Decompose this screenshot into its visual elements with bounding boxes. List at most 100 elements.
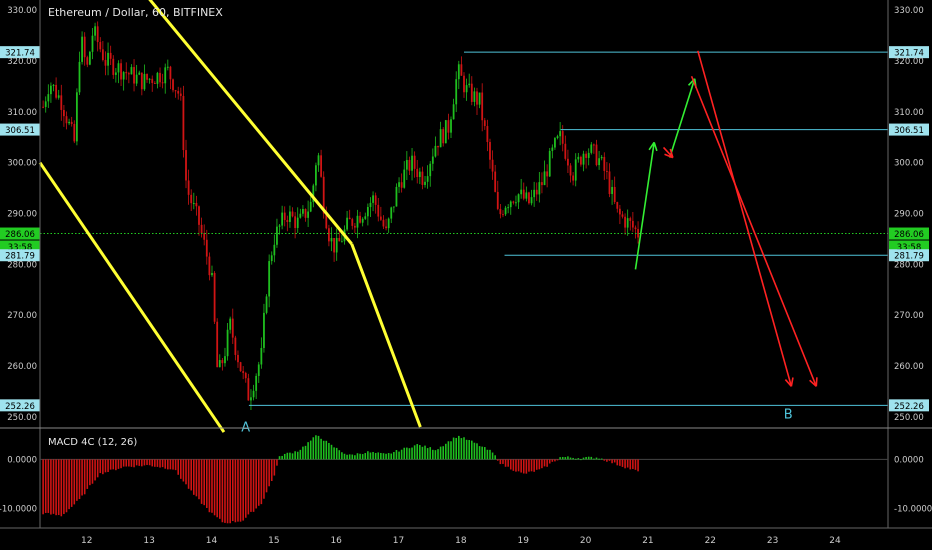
candle-body — [481, 92, 484, 121]
candle-body — [229, 318, 232, 330]
candle-body — [101, 49, 104, 60]
candle-body — [444, 120, 447, 144]
macd-bar — [330, 444, 333, 460]
macd-bar — [390, 453, 393, 460]
macd-bar — [164, 459, 167, 469]
level-tag — [889, 123, 929, 136]
candle-body — [257, 364, 260, 376]
candle-body — [585, 153, 588, 158]
macd-bar — [445, 443, 447, 460]
macd-bar — [598, 458, 600, 460]
x-tick-label: 20 — [580, 536, 592, 546]
candle-body — [411, 155, 413, 171]
candle-body — [296, 217, 299, 228]
macd-bar — [128, 459, 130, 467]
macd-bar — [50, 459, 52, 515]
candle-body — [315, 165, 317, 186]
candle-body — [377, 204, 380, 217]
candles — [42, 21, 639, 410]
candle-body — [140, 72, 143, 90]
macd-bar — [317, 435, 320, 460]
candle-body — [65, 116, 68, 124]
y-tick-label-right: 280.00 — [894, 260, 924, 270]
macd-bar — [148, 459, 151, 466]
macd-bar — [564, 457, 567, 460]
macd-bar — [86, 459, 89, 489]
level-tag — [0, 249, 40, 262]
macd-bar — [213, 459, 216, 516]
candle-body — [187, 180, 190, 195]
level-label: 281.79 — [894, 252, 924, 262]
macd-bar — [252, 459, 255, 512]
candle-body — [468, 83, 471, 86]
macd-bar — [372, 452, 374, 460]
candle-body — [159, 72, 161, 83]
candle-body — [164, 67, 167, 84]
forecast-arrow-head — [669, 148, 674, 158]
macd-bar — [496, 459, 499, 461]
candle-body — [507, 207, 510, 209]
macd-bar — [354, 455, 356, 460]
macd-bar — [585, 456, 587, 460]
y-tick-label-left: 250.00 — [7, 413, 37, 423]
candle-body — [372, 195, 374, 203]
candle-body — [127, 73, 130, 75]
candle-body — [473, 91, 476, 102]
candle-body — [330, 237, 333, 242]
macd-bar — [91, 459, 94, 484]
macd-bar — [380, 452, 382, 460]
candle-body — [237, 354, 239, 363]
level-tag — [889, 249, 929, 262]
candle-body — [148, 78, 151, 80]
macd-bar — [582, 457, 585, 460]
candle-body — [286, 220, 289, 222]
candle-body — [478, 92, 481, 105]
candle-body — [400, 182, 403, 188]
candle-body — [340, 241, 343, 243]
candle-body — [263, 312, 265, 348]
macd-bar — [460, 438, 463, 460]
macd-bar — [60, 459, 63, 517]
candle-body — [289, 211, 291, 222]
macd-bar — [619, 459, 621, 466]
macd-bar — [278, 456, 281, 460]
macd-bar — [567, 456, 569, 460]
x-tick-label: 19 — [518, 536, 530, 546]
candle-body — [153, 83, 156, 85]
candle-body — [538, 182, 541, 195]
candle-body — [502, 214, 504, 216]
candle-body — [78, 61, 81, 93]
macd-bar — [374, 452, 377, 460]
macd-bar — [361, 454, 364, 460]
candle-body — [270, 255, 273, 262]
x-tick-label: 12 — [81, 536, 92, 546]
macd-bar — [109, 459, 112, 470]
macd-bar — [146, 459, 148, 465]
candle-body — [605, 170, 608, 172]
y-tick-label-right: 320.00 — [894, 57, 924, 67]
candle-body — [99, 42, 102, 50]
candle-body — [133, 67, 135, 84]
candle-body — [556, 136, 559, 139]
macd-bar — [450, 441, 452, 460]
macd-bar — [154, 459, 156, 467]
macd-bar — [260, 459, 263, 505]
macd-tick-right: -10.0000 — [894, 504, 932, 514]
macd-bar — [224, 459, 226, 523]
candle-body — [265, 296, 268, 313]
macd-bar — [603, 459, 606, 461]
candle-body — [146, 73, 148, 80]
macd-bar — [312, 437, 315, 460]
macd-bar — [442, 446, 445, 460]
macd-tick-right: 0.0000 — [894, 455, 924, 465]
candle-body — [465, 85, 468, 93]
candle-body — [408, 159, 411, 171]
macd-bar — [395, 450, 398, 460]
macd-bar — [369, 452, 372, 460]
candle-body — [195, 202, 198, 207]
candle-body — [325, 213, 328, 229]
forecast-arrow — [697, 50, 793, 387]
x-tick-label: 15 — [268, 536, 279, 546]
macd-bar — [304, 445, 307, 460]
